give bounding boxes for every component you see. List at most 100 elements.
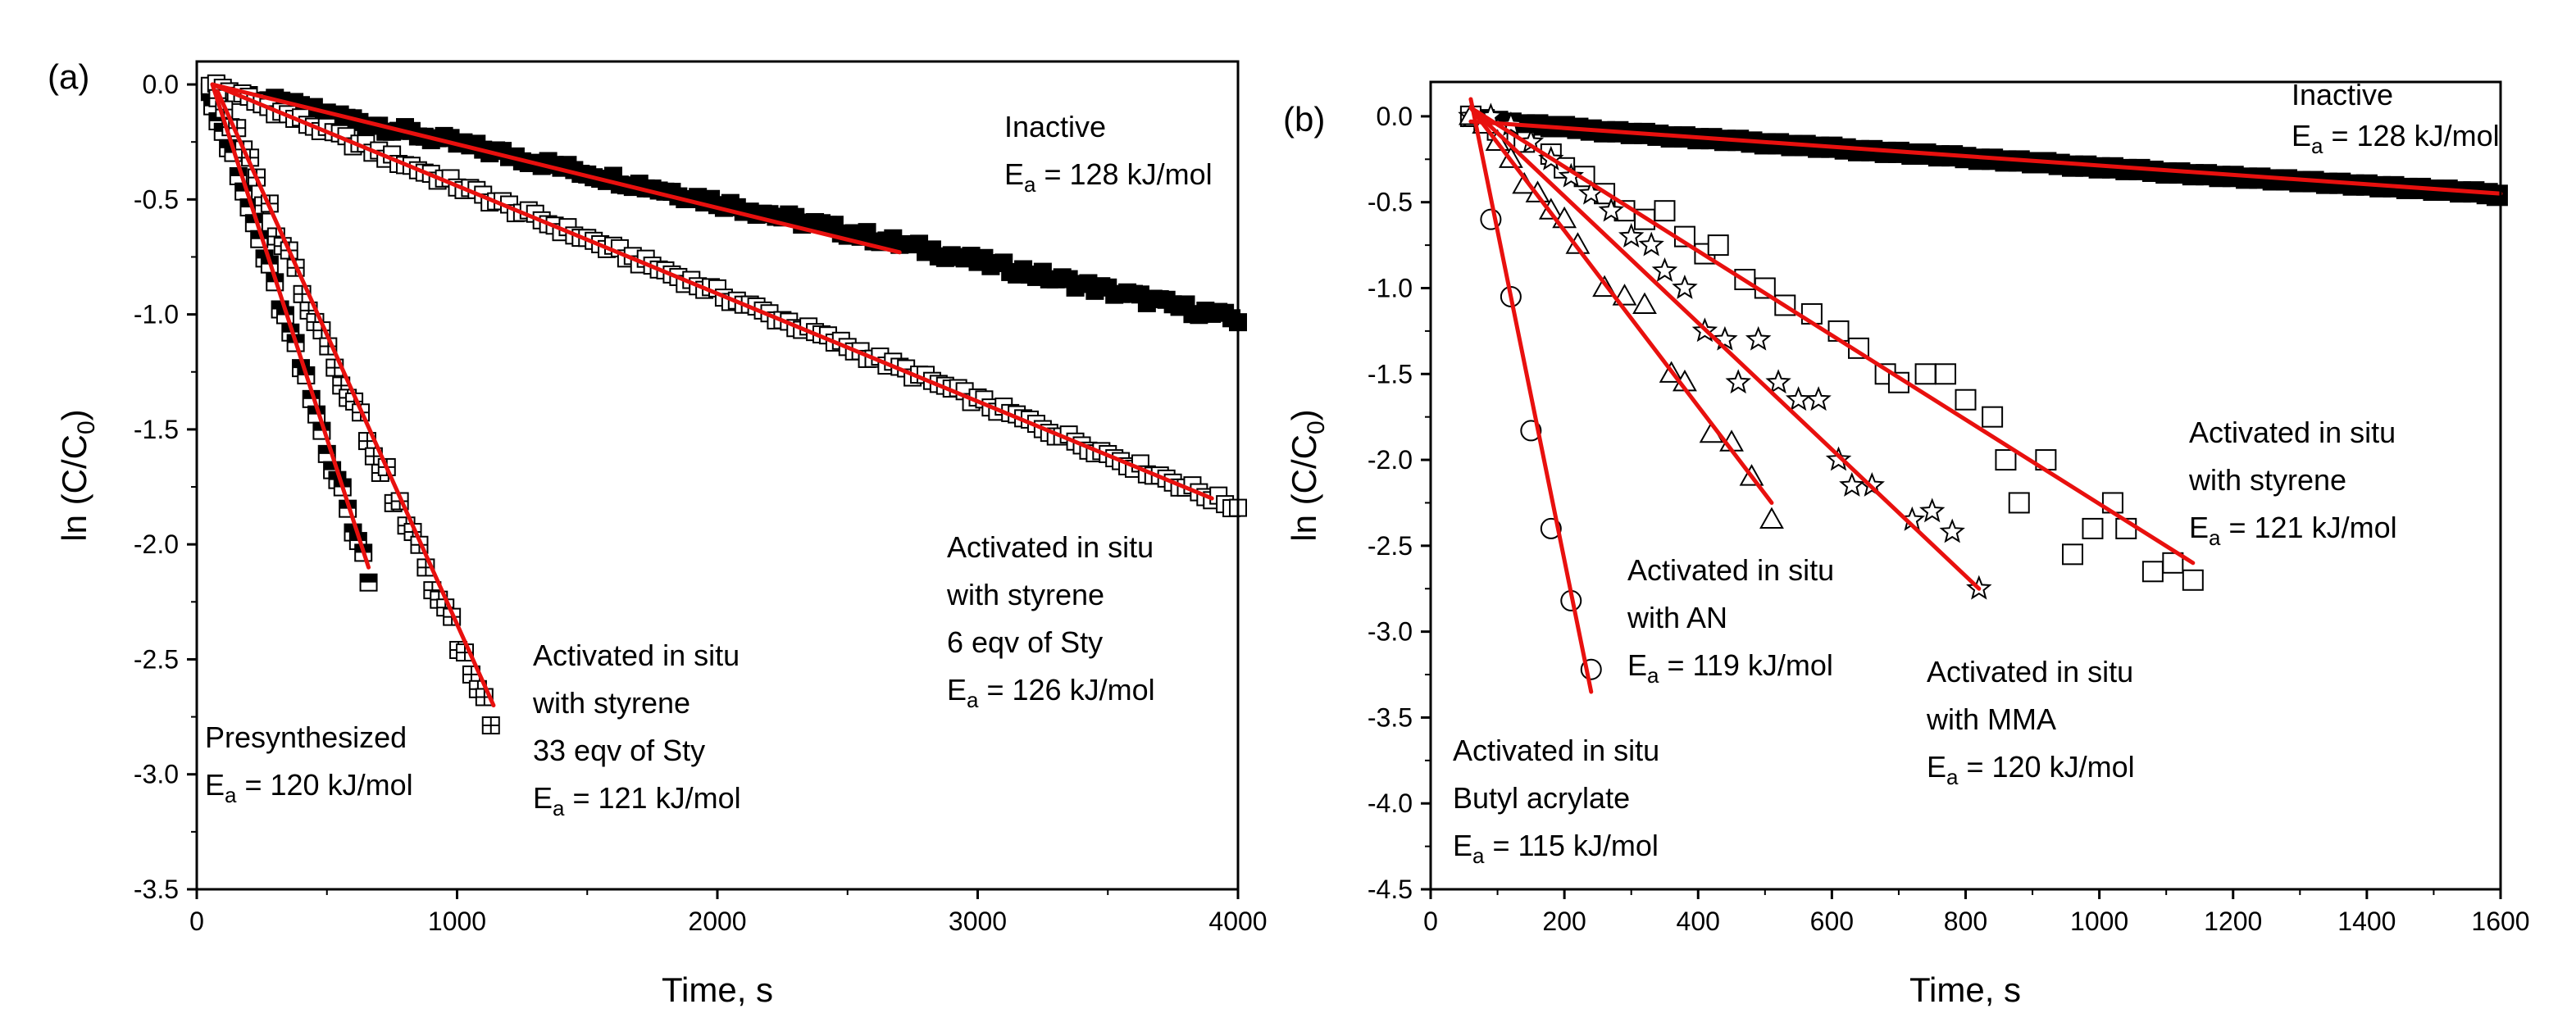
point-b-2-11-shape [1672, 275, 1698, 299]
point-b-2-13 [1712, 325, 1738, 351]
panel-a-marks [200, 74, 1247, 735]
point-b-2-15-shape [1745, 325, 1772, 351]
panel-b-fit-lines [1468, 97, 2503, 694]
point-b-1-32 [2141, 561, 2164, 583]
y-tick-label-a-7: -3.5 [134, 875, 179, 904]
annotation-a-styrene-6eqv: Activated in situ with styrene 6 eqv of … [946, 530, 1162, 712]
panel-a-y-axis-label: ln (C/C0) [55, 409, 100, 541]
point-a-2-23-fill [324, 461, 341, 470]
point-a-2-30 [359, 573, 378, 592]
fit-line-a-3 [215, 89, 496, 708]
panel-a-fit-lines [210, 82, 1214, 708]
point-b-1-21-shape [1914, 363, 1937, 385]
point-b-1-9 [1654, 200, 1676, 222]
point-a-2-27-fill [344, 524, 362, 533]
panel-a-label: (a) [48, 57, 89, 96]
panel-a-y-ticks: 0.0 -0.5 -1.0 -1.5 -2.0 -2.5 -3.0 -3.5 [134, 70, 197, 904]
y-tick-label-a-0: 0.0 [143, 70, 179, 99]
point-b-1-28 [2062, 543, 2083, 566]
y-tick-label-a-3: -1.5 [134, 415, 179, 444]
y-tick-label-a-1: -0.5 [134, 184, 179, 214]
x-tick-label-b-5: 1000 [2070, 907, 2128, 936]
x-tick-label-b-2: 400 [1677, 907, 1720, 936]
point-b-3-17-shape [1759, 507, 1784, 529]
fit-line-b-3 [1468, 105, 1774, 505]
y-tick-label-b-0: 0.0 [1377, 102, 1413, 131]
point-b-2-15 [1745, 325, 1772, 351]
series-b-3 [1459, 103, 1784, 529]
fit-line-a-2 [210, 82, 371, 570]
annotation-a-inactive: Inactive Ea = 128 kJ/mol [1004, 110, 1213, 197]
point-b-1-28-shape [2062, 543, 2083, 566]
point-b-1-12-shape [1707, 234, 1729, 257]
point-b-2-10 [1651, 257, 1678, 282]
point-b-2-19 [1825, 446, 1852, 471]
point-b-2-23 [1919, 498, 1946, 523]
point-b-2-7 [1598, 197, 1624, 222]
fit-line-b-0 [1468, 119, 2503, 196]
x-tick-label-a-0: 0 [189, 907, 204, 936]
point-b-2-5 [1558, 162, 1584, 188]
point-b-2-8-shape [1618, 223, 1645, 248]
point-b-2-17 [1785, 386, 1812, 411]
annotation-b-styrene: Activated in situ with styrene Ea = 121 … [2188, 416, 2404, 550]
point-b-2-18-shape [1805, 386, 1832, 411]
point-b-1-23 [1955, 389, 1977, 411]
y-tick-label-b-7: -3.5 [1368, 702, 1413, 732]
point-b-2-23-shape [1919, 498, 1946, 523]
fit-line-b-2 [1468, 105, 1982, 591]
point-b-1-12 [1707, 234, 1729, 257]
point-a-2-30-fill [360, 574, 377, 583]
y-tick-label-a-4: -2.0 [134, 529, 179, 559]
point-b-2-8 [1618, 223, 1645, 248]
point-b-1-25-shape [1995, 449, 2017, 471]
annotation-a-styrene-33eqv: Activated in situ with styrene 33 eqv of… [532, 638, 748, 820]
y-tick-label-a-6: -3.0 [134, 760, 179, 789]
annotation-a-presynthesized: Presynthesized Ea = 120 kJ/mol [205, 720, 415, 807]
fit-line-a-0 [210, 82, 902, 255]
y-tick-label-a-5: -2.5 [134, 644, 179, 674]
point-b-3-5 [1525, 180, 1550, 202]
point-b-1-22 [1935, 363, 1957, 385]
annotation-b-an: Activated in situ with AN Ea = 119 kJ/mo… [1627, 553, 1842, 688]
x-tick-label-b-7: 1400 [2337, 907, 2396, 936]
point-b-1-34 [2182, 569, 2204, 591]
point-b-2-16 [1765, 369, 1791, 394]
y-tick-label-b-4: -2.0 [1368, 445, 1413, 475]
point-b-3-5-shape [1525, 180, 1550, 202]
point-b-2-13-shape [1712, 325, 1738, 351]
fit-line-b-1 [1468, 105, 2196, 566]
point-b-2-24-shape [1939, 518, 1965, 543]
panel-b-marks [1458, 102, 2508, 680]
y-tick-label-b-2: -1.0 [1368, 273, 1413, 302]
annotation-b-mma: Activated in situ with MMA Ea = 120 kJ/m… [1926, 655, 2141, 789]
point-b-2-5-shape [1558, 162, 1584, 188]
point-a-3-42 [481, 716, 500, 735]
x-tick-label-b-3: 600 [1810, 907, 1854, 936]
annotation-b-butyl-acrylate: Activated in situ Butyl acrylate Ea = 11… [1453, 734, 1668, 868]
panel-b: (b) 0 200 400 600 800 1000 1200 1400 1600 0.0 -0.… [1283, 78, 2530, 1009]
point-b-2-14-shape [1725, 369, 1751, 394]
panel-b-x-ticks: 0 200 400 600 800 1000 1200 1400 1600 [1423, 889, 2530, 936]
point-b-1-21 [1914, 363, 1937, 385]
y-tick-label-b-6: -3.0 [1368, 617, 1413, 647]
point-b-2-19-shape [1825, 446, 1852, 471]
point-b-1-24 [1982, 406, 2004, 428]
x-tick-label-b-1: 200 [1542, 907, 1586, 936]
point-b-2-14 [1725, 369, 1751, 394]
panel-b-x-axis-label: Time, s [1909, 970, 2021, 1009]
point-b-2-7-shape [1598, 197, 1624, 222]
point-b-2-10-shape [1651, 257, 1678, 282]
panel-b-y-axis-label: ln (C/C0) [1285, 409, 1330, 541]
point-a-2-5-fill [230, 167, 247, 176]
point-b-2-17-shape [1785, 386, 1812, 411]
annotation-b-inactive: Inactive Ea = 128 kJ/mol [2292, 78, 2500, 158]
panel-a-x-axis-label: Time, s [662, 970, 773, 1009]
point-b-2-16-shape [1765, 369, 1791, 394]
point-b-1-23-shape [1955, 389, 1977, 411]
x-tick-label-a-2: 2000 [688, 907, 746, 936]
y-tick-label-b-1: -0.5 [1368, 188, 1413, 217]
point-b-1-24-shape [1982, 406, 2004, 428]
panel-a-x-ticks: 0 1000 2000 3000 4000 [189, 889, 1268, 936]
